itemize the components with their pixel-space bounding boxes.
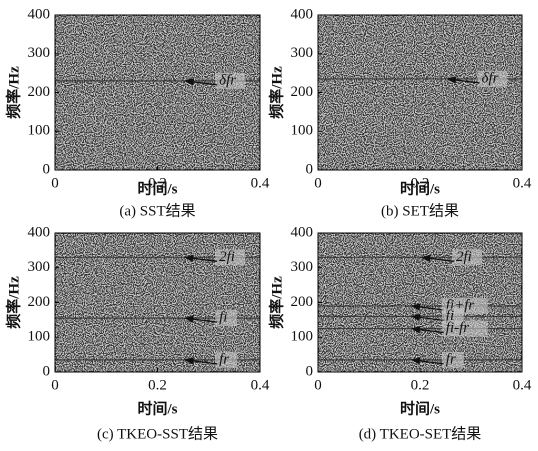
x-tick-label: 0.4	[513, 377, 532, 393]
x-tick-label: 0.4	[251, 175, 270, 191]
x-axis-label: 时间/s	[137, 179, 177, 197]
y-tick-label: 300	[291, 259, 314, 275]
y-tick-label: 100	[291, 329, 314, 345]
x-tick-label: 0.2	[411, 377, 430, 393]
y-tick-label: 400	[291, 6, 314, 22]
y-tick-label: 100	[28, 123, 51, 139]
subplot: 2fi fi fr 0 100 200 300 400 0 0.2 0.4 时间/s 频率/Hz (c) …	[4, 224, 269, 442]
y-tick-label: 200	[291, 294, 314, 310]
annotation-arrow	[410, 313, 444, 322]
annotation-bg	[215, 249, 246, 266]
annotation-bg	[441, 308, 464, 325]
annotation-arrow	[184, 254, 218, 262]
x-tick-label: 0.2	[148, 377, 167, 393]
y-tick-label: 200	[28, 294, 51, 310]
annotation-text: fr	[219, 351, 229, 367]
annotation-text: fr	[446, 351, 456, 367]
annotation-bg	[441, 351, 464, 368]
y-tick-label: 0	[306, 363, 314, 379]
caption: (c) TKEO-SST结果	[97, 425, 218, 442]
y-axis-label: 频率/Hz	[4, 276, 22, 329]
annotation-bg	[477, 70, 508, 87]
y-tick-label: 0	[43, 161, 51, 177]
y-tick-label: 300	[291, 45, 314, 61]
annotation-arrow	[184, 78, 218, 86]
y-tick-label: 0	[306, 161, 314, 177]
y-tick-label: 100	[291, 123, 314, 139]
caption: (b) SET结果	[381, 202, 459, 219]
annotation-text: 2fi	[456, 249, 472, 265]
annotation-arrow	[410, 357, 444, 365]
y-tick-label: 200	[28, 84, 51, 100]
annotation-bg	[441, 320, 488, 337]
y-tick-label: 300	[28, 259, 51, 275]
x-tick-label: 0.4	[513, 175, 532, 191]
annotation-text: 2fi	[219, 249, 235, 265]
y-tick-label: 200	[291, 84, 314, 100]
x-tick-label: 0	[314, 377, 322, 393]
annotation-text: δfr	[219, 72, 236, 88]
subplot: δfr 0 100 200 300 400 0 0.2 0.4 时间/s 频率/Hz (b) SET结…	[267, 6, 531, 219]
annotation-bg	[215, 72, 246, 89]
annotation-arrow	[410, 325, 444, 334]
y-axis-label: 频率/Hz	[267, 276, 285, 329]
annotation-bg	[215, 310, 238, 327]
annotation-arrow	[410, 303, 444, 311]
x-axis-label: 时间/s	[400, 179, 440, 197]
annotation-bg	[452, 249, 482, 266]
subplot: δfr 0 100 200 300 400 0 0.2 0.4 时间/s 频率/Hz (a) SST结…	[4, 6, 269, 219]
annotation-bg	[215, 351, 238, 368]
noise-texture	[318, 233, 522, 372]
x-tick-label: 0	[51, 377, 59, 393]
y-tick-label: 400	[28, 224, 51, 240]
annotation-arrow	[184, 315, 218, 323]
annotation-arrow	[184, 357, 218, 365]
caption: (a) SST结果	[119, 202, 195, 219]
annotation-text: δfr	[482, 70, 499, 86]
noise-texture	[55, 15, 260, 170]
annotation-arrow	[421, 254, 455, 262]
noise-texture	[318, 15, 522, 170]
y-tick-label: 100	[28, 329, 51, 345]
y-axis-label: 频率/Hz	[4, 66, 22, 119]
x-tick-label: 0.2	[411, 175, 430, 191]
y-tick-label: 0	[43, 363, 51, 379]
annotation-text: fi	[219, 310, 227, 326]
x-tick-label: 0	[314, 175, 322, 191]
y-tick-label: 400	[28, 6, 51, 22]
annotation-text: fi-fr	[446, 320, 469, 336]
x-tick-label: 0.2	[148, 175, 167, 191]
annotation-text: fi	[446, 308, 454, 324]
x-axis-label: 时间/s	[137, 399, 177, 417]
y-axis-label: 频率/Hz	[267, 66, 285, 119]
x-axis-label: 时间/s	[400, 399, 440, 417]
x-tick-label: 0.4	[251, 377, 270, 393]
y-tick-label: 400	[291, 224, 314, 240]
caption: (d) TKEO-SET结果	[359, 425, 482, 442]
y-tick-label: 300	[28, 45, 51, 61]
annotation-arrow	[446, 76, 480, 84]
x-tick-label: 0	[51, 175, 59, 191]
